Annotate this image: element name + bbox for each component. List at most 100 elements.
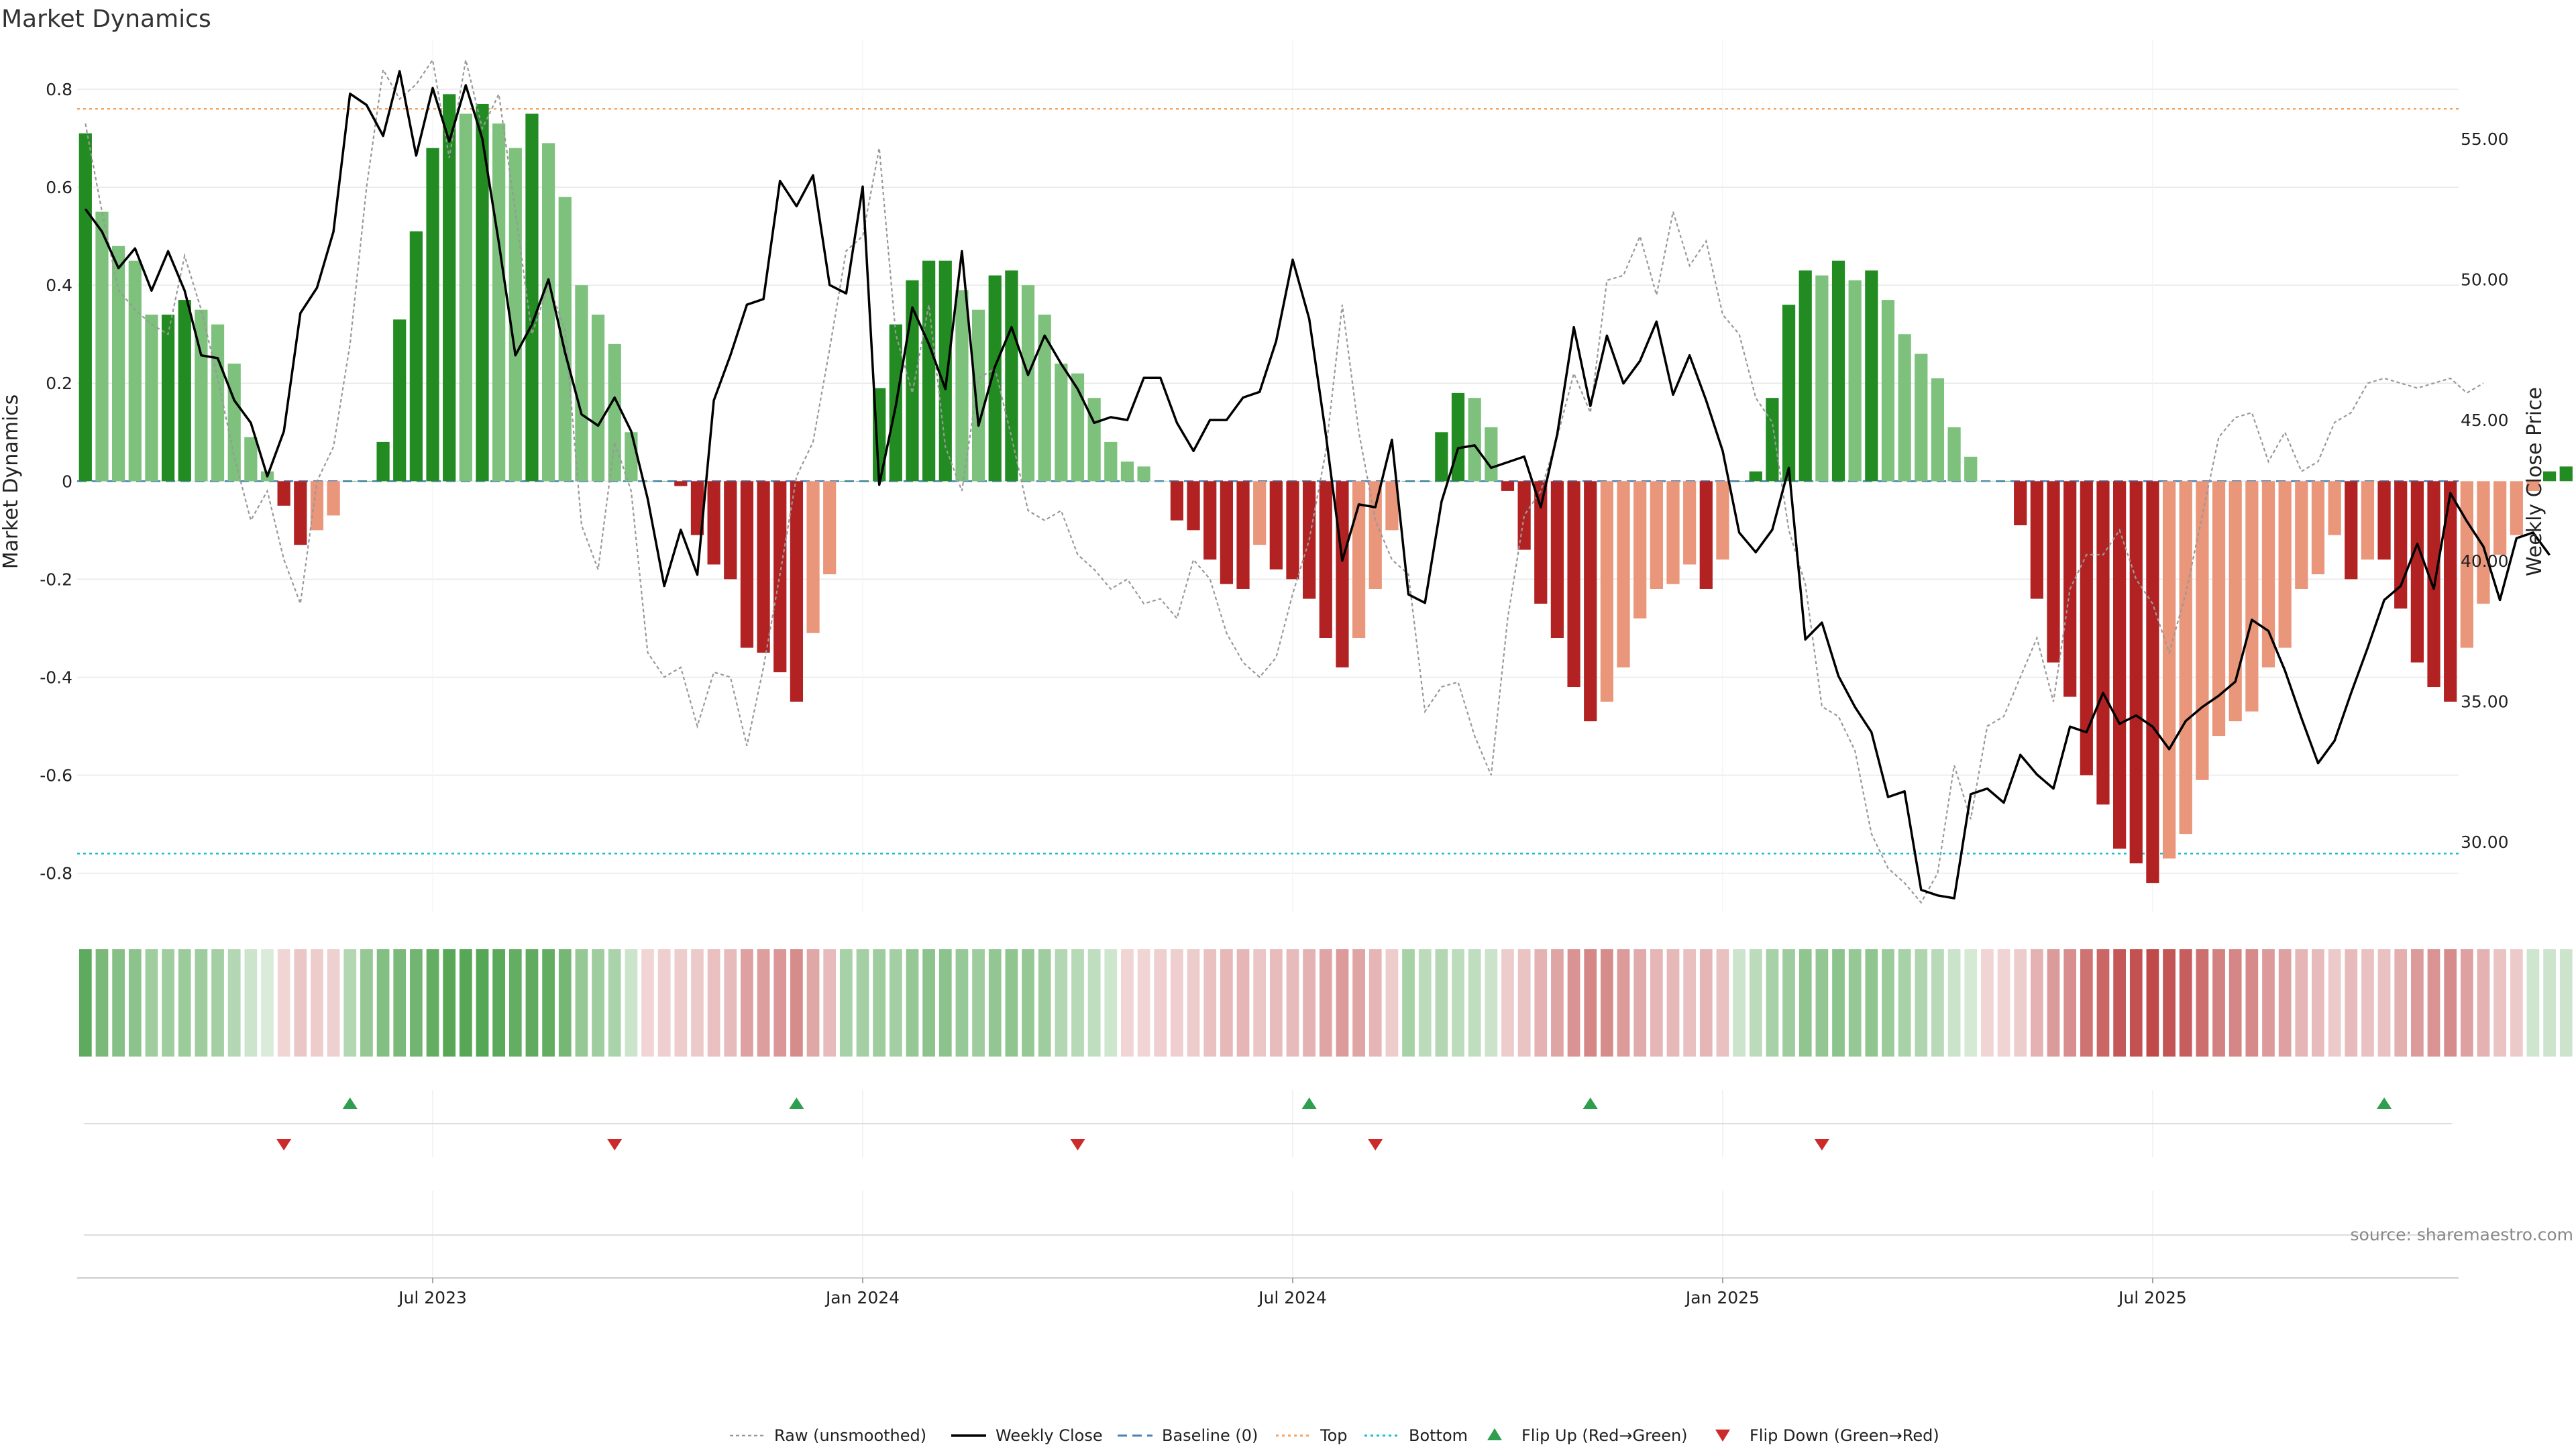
left-tick-label: -0.6: [40, 766, 72, 786]
md-bar: [1550, 481, 1564, 639]
md-bar: [2212, 481, 2226, 737]
heat-cell: [2146, 949, 2159, 1057]
heat-cell: [2444, 949, 2457, 1057]
heat-cell: [426, 949, 439, 1057]
md-bar: [1699, 481, 1713, 589]
heat-cell: [1617, 949, 1630, 1057]
md-bar: [1749, 471, 1762, 482]
md-bar: [740, 481, 754, 648]
md-bar: [955, 290, 969, 482]
heat-cell: [1501, 949, 1514, 1057]
x-tick-label: Jul 2023: [397, 1288, 467, 1307]
heat-cell: [508, 949, 522, 1057]
md-bar: [2096, 481, 2110, 805]
md-bar: [393, 319, 407, 482]
heat-cell: [2377, 949, 2391, 1057]
heat-cell: [1799, 949, 1812, 1057]
md-bar: [1517, 481, 1531, 550]
md-bar: [211, 324, 225, 482]
flip-up-marker: [1301, 1097, 1317, 1109]
heat-cell: [1716, 949, 1729, 1057]
weekly-close-line: [84, 70, 2551, 900]
heat-cell: [906, 949, 919, 1057]
heat-cell: [1650, 949, 1663, 1057]
heat-cell: [2047, 949, 2060, 1057]
heat-cell: [1584, 949, 1597, 1057]
heat-cell: [2278, 949, 2292, 1057]
heat-cell: [674, 949, 688, 1057]
md-bar: [1567, 481, 1580, 688]
heat-cell: [1882, 949, 1894, 1057]
flip-down-marker: [607, 1139, 623, 1150]
left-axis-label: Market Dynamics: [0, 394, 23, 570]
heat-cell: [294, 949, 307, 1057]
md-bar: [161, 314, 175, 482]
md-bar: [790, 481, 804, 702]
md-bar: [1435, 432, 1448, 482]
md-bar: [1600, 481, 1613, 702]
right-tick-label: 55.00: [2461, 129, 2509, 149]
legend-label-close: Weekly Close: [996, 1426, 1103, 1445]
md-bar: [1154, 481, 1167, 482]
heat-cell: [525, 949, 539, 1057]
md-bar: [426, 148, 439, 482]
md-bar: [608, 343, 621, 482]
right-axis-label: Weekly Close Price: [2523, 387, 2546, 576]
md-bar: [277, 481, 290, 506]
md-bar: [1584, 481, 1597, 722]
md-bar: [492, 123, 506, 482]
left-tick-label: 0.8: [46, 80, 72, 99]
md-bar: [145, 314, 158, 482]
md-bar: [1848, 280, 1862, 482]
heat-cell: [625, 949, 638, 1057]
md-bar: [1236, 481, 1250, 589]
md-bar: [541, 143, 555, 482]
md-bar: [1087, 398, 1101, 482]
heat-cell: [1848, 949, 1862, 1057]
left-tick-label: -0.8: [40, 864, 72, 883]
md-bar: [1831, 260, 1845, 482]
heat-cell: [2361, 949, 2374, 1057]
heat-cell: [2113, 949, 2126, 1057]
md-bar: [1799, 270, 1812, 482]
heat-cell: [1832, 949, 1845, 1057]
md-bar: [178, 300, 191, 482]
left-tick-label: 0.6: [46, 178, 72, 197]
heat-cell: [1220, 949, 1233, 1057]
heat-cell: [2030, 949, 2043, 1057]
heat-cell: [2262, 949, 2275, 1057]
md-bar: [2129, 481, 2143, 863]
md-bar: [2229, 481, 2242, 722]
heat-cell: [1286, 949, 1299, 1057]
md-bar: [1352, 481, 1366, 639]
md-bar: [360, 481, 374, 482]
md-bar: [1782, 305, 1796, 482]
md-bar: [343, 481, 357, 482]
heat-cell: [2510, 949, 2523, 1057]
heat-cell: [641, 949, 654, 1057]
md-bar: [1666, 481, 1680, 584]
md-bar: [476, 103, 489, 482]
md-bar: [459, 113, 472, 482]
heat-cell: [806, 949, 820, 1057]
heat-cell: [277, 949, 290, 1057]
left-tick-label: -0.2: [40, 570, 72, 589]
md-bar: [988, 275, 1002, 482]
md-bar: [1269, 481, 1283, 570]
heat-cell: [2129, 949, 2143, 1057]
heat-cell: [2196, 949, 2209, 1057]
heat-cell: [195, 949, 208, 1057]
heat-cell: [2559, 949, 2573, 1057]
md-bar: [2261, 481, 2275, 667]
heat-cell: [162, 949, 174, 1057]
heat-cell: [1435, 949, 1448, 1057]
md-bar: [508, 148, 522, 482]
raw-line: [85, 58, 2484, 904]
heat-cell: [476, 949, 489, 1057]
heat-cell: [1187, 949, 1200, 1057]
md-bar: [724, 481, 737, 580]
flip-up-marker: [2377, 1097, 2392, 1109]
heat-cell: [244, 949, 258, 1057]
heat-cell: [443, 949, 456, 1057]
